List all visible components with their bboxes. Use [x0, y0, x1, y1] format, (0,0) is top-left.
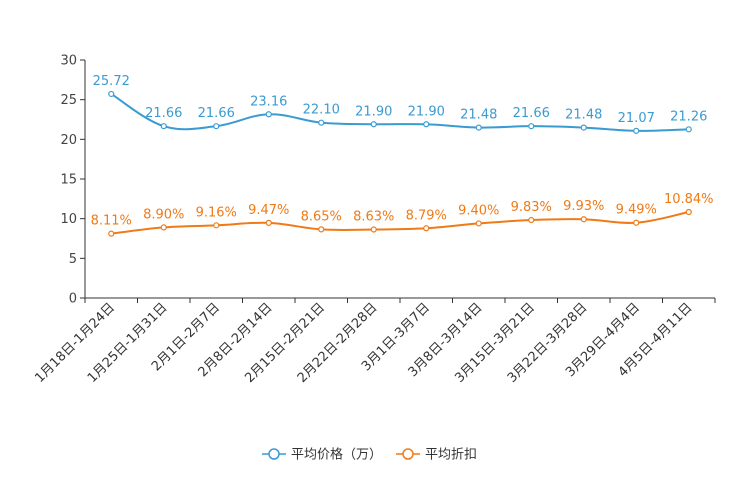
y-tick-label: 25: [60, 93, 77, 108]
data-point: [475, 220, 482, 227]
series-layer: 25.72 21.66 21.66 23.16 22.10 21.90 21.90 21.48…: [91, 74, 714, 237]
data-point: [318, 119, 325, 126]
data-point: [633, 127, 640, 134]
data-label: 22.10: [303, 103, 340, 118]
series-line: [111, 211, 689, 235]
series-1: 25.72 21.66 21.66 23.16 22.10 21.90 21.90 21.48…: [93, 74, 707, 134]
data-label: 21.07: [618, 111, 655, 126]
data-label: 8.63%: [353, 210, 394, 225]
series-line: [110, 93, 689, 132]
data-point: [685, 208, 692, 216]
data-point: [370, 121, 377, 128]
legend-item-2: 平均折扣: [396, 448, 477, 463]
data-label: 23.16: [250, 94, 287, 109]
data-point: [318, 226, 325, 233]
data-label: 9.47%: [248, 203, 289, 218]
data-label: 8.11%: [91, 214, 132, 229]
data-label: 9.40%: [458, 203, 499, 218]
data-label: 8.90%: [143, 207, 184, 222]
data-label: 9.83%: [511, 200, 552, 215]
y-tick-label: 15: [60, 173, 77, 188]
data-point: [108, 90, 115, 98]
series-2: 8.11% 8.90% 9.16% 9.47% 8.65% 8.63% 8.79% 9.40%…: [91, 192, 714, 237]
data-label: 9.16%: [196, 205, 237, 220]
legend-marker: [268, 448, 280, 460]
data-point: [423, 225, 430, 232]
y-tick-label: 10: [60, 212, 77, 227]
legend: 平均价格（万） 平均折扣: [262, 447, 477, 463]
data-point: [108, 230, 115, 237]
data-label: 21.90: [408, 104, 445, 119]
data-label: 8.79%: [406, 208, 447, 223]
data-label: 8.65%: [301, 209, 342, 224]
legend-item-1: 平均价格（万）: [262, 447, 382, 463]
data-point: [213, 222, 220, 229]
data-point: [475, 124, 482, 131]
data-label: 21.66: [145, 106, 182, 121]
y-tick-label: 30: [60, 54, 77, 69]
data-point: [580, 216, 587, 223]
data-label: 21.26: [670, 109, 707, 124]
data-point: [160, 224, 167, 231]
data-label: 9.49%: [616, 203, 657, 218]
data-point: [580, 124, 587, 131]
data-point: [265, 219, 272, 226]
data-label: 21.48: [565, 108, 602, 123]
data-point: [685, 126, 692, 133]
data-label: 9.93%: [563, 199, 604, 214]
data-label: 25.72: [93, 74, 130, 89]
data-point: [528, 123, 535, 130]
legend-label: 平均价格（万）: [291, 447, 382, 463]
data-label: 21.66: [198, 106, 235, 121]
data-point: [213, 123, 220, 130]
y-tick-label: 20: [60, 133, 77, 148]
data-label: 10.84%: [664, 192, 714, 207]
data-point: [423, 121, 430, 128]
legend-label: 平均折扣: [425, 448, 477, 463]
data-point: [370, 226, 377, 233]
legend-marker: [402, 448, 414, 460]
data-point: [633, 219, 640, 226]
y-tick-label: 5: [69, 252, 77, 267]
data-label: 21.48: [460, 108, 497, 123]
data-label: 21.90: [355, 104, 392, 119]
data-point: [160, 123, 167, 130]
y-tick-label: 0: [69, 292, 77, 307]
data-point: [265, 111, 272, 118]
data-point: [528, 216, 535, 224]
data-label: 21.66: [513, 106, 550, 121]
